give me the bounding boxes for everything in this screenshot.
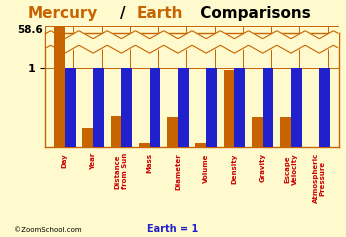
Bar <box>178 68 189 147</box>
Bar <box>280 117 291 147</box>
Text: Earth = 1: Earth = 1 <box>147 224 199 234</box>
Bar <box>139 143 149 147</box>
Text: 58.6: 58.6 <box>17 25 43 35</box>
Bar <box>54 26 65 55</box>
Bar <box>54 49 65 147</box>
Bar <box>111 116 121 147</box>
Bar <box>291 68 302 147</box>
Bar <box>224 70 235 147</box>
Bar <box>149 68 160 147</box>
Bar <box>82 128 93 147</box>
Bar <box>319 68 330 147</box>
Bar <box>167 117 178 147</box>
Bar <box>206 68 217 147</box>
Text: Comparisons: Comparisons <box>195 5 311 21</box>
Text: /: / <box>120 5 126 21</box>
Bar <box>121 68 132 147</box>
Text: Earth: Earth <box>137 5 183 21</box>
Bar <box>235 68 245 147</box>
Bar <box>65 68 75 147</box>
Text: Mercury: Mercury <box>28 5 98 21</box>
Bar <box>93 68 104 147</box>
Bar <box>252 117 263 147</box>
Bar <box>195 142 206 147</box>
Bar <box>263 68 273 147</box>
Text: ©ZoomSchool.com: ©ZoomSchool.com <box>14 227 81 233</box>
